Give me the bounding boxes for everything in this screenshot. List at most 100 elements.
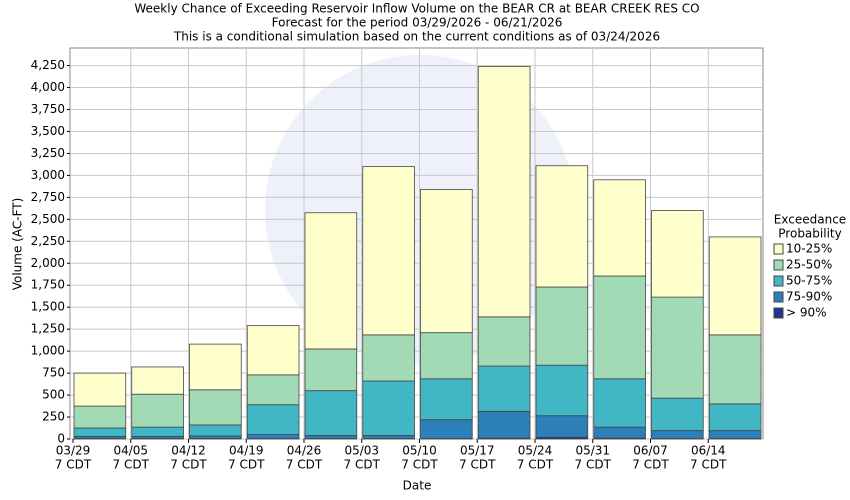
bar-segment <box>535 165 589 288</box>
bar-segment <box>477 316 531 367</box>
y-tick-label: 3,750 <box>31 102 65 116</box>
bar-segment <box>131 366 184 395</box>
bar-segment <box>246 434 300 439</box>
legend-label: 50-75% <box>786 274 832 288</box>
bar-segment <box>73 405 127 429</box>
bar-segment <box>131 426 184 437</box>
bar-segment <box>304 435 358 439</box>
bar-segment <box>477 410 531 439</box>
bar-segment <box>477 66 531 318</box>
x-tick-label: 05/17 <box>460 444 495 458</box>
y-tick-label: 1,750 <box>31 278 65 292</box>
x-tick-label: 06/07 <box>633 444 668 458</box>
bar-segment <box>362 166 415 336</box>
y-tick-label: 3,000 <box>31 168 65 182</box>
x-tick-label: 05/10 <box>402 444 437 458</box>
y-tick-label: 2,750 <box>31 190 65 204</box>
legend-title: Probability <box>778 227 841 241</box>
bar-segment <box>651 296 704 399</box>
y-axis-label: Volume (AC-FT) <box>11 198 25 291</box>
x-tick-label: 05/03 <box>344 444 379 458</box>
legend-swatch <box>773 291 784 303</box>
x-tick-label: 7 CDT <box>113 458 150 472</box>
legend-label: > 90% <box>786 306 827 320</box>
bar-segment <box>246 374 300 406</box>
y-tick-label: 4,000 <box>31 80 65 94</box>
y-tick-label: 3,250 <box>31 146 65 160</box>
x-tick-label: 04/19 <box>229 444 264 458</box>
bar-segment <box>651 210 704 298</box>
bar-segment <box>362 334 415 382</box>
bar-segment <box>477 365 531 412</box>
legend-title: Exceedance <box>774 213 846 227</box>
y-tick-label: 2,500 <box>31 212 65 226</box>
y-tick-label: 1,250 <box>31 322 65 336</box>
x-tick-label: 7 CDT <box>517 458 554 472</box>
chart-title: Weekly Chance of Exceeding Reservoir Inf… <box>134 2 699 16</box>
legend-label: 25-50% <box>786 258 832 272</box>
bar-segment <box>651 397 704 432</box>
y-tick-label: 2,250 <box>31 234 65 248</box>
legend-label: 10-25% <box>786 242 832 256</box>
bar-segment <box>246 404 300 436</box>
bar-segment <box>593 426 646 439</box>
chart-title: This is a conditional simulation based o… <box>173 30 660 44</box>
legend-swatch <box>773 259 784 271</box>
legend-swatch <box>773 275 784 287</box>
y-tick-label: 500 <box>42 388 65 402</box>
bar-segment <box>189 424 242 437</box>
bar-segment <box>304 390 358 436</box>
bar-segment <box>420 332 473 380</box>
bar-segment <box>708 236 762 336</box>
x-tick-label: 7 CDT <box>55 458 92 472</box>
bar-segment <box>362 380 415 436</box>
bar-segment <box>535 415 589 438</box>
x-tick-label: 04/26 <box>287 444 322 458</box>
x-tick-label: 7 CDT <box>170 458 207 472</box>
bar-segment <box>708 430 762 439</box>
bar-segment <box>420 189 473 334</box>
x-tick-label: 06/14 <box>691 444 726 458</box>
legend-label: 75-90% <box>786 290 832 304</box>
bar-segment <box>593 179 646 277</box>
bar-segment <box>593 378 646 428</box>
bar-segment <box>420 378 473 421</box>
x-tick-label: 05/31 <box>575 444 610 458</box>
bar-segment <box>246 325 300 376</box>
x-tick-label: 7 CDT <box>286 458 323 472</box>
bar-segment <box>708 334 762 405</box>
bar-segment <box>420 419 473 439</box>
chart-title: Forecast for the period 03/29/2026 - 06/… <box>272 16 563 30</box>
x-tick-label: 7 CDT <box>344 458 381 472</box>
x-tick-label: 04/05 <box>113 444 148 458</box>
x-tick-label: 05/24 <box>518 444 553 458</box>
bar-segment <box>73 427 127 437</box>
legend-swatch <box>773 243 784 255</box>
y-tick-label: 250 <box>42 410 65 424</box>
bar-segment <box>189 343 242 391</box>
y-tick-label: 4,250 <box>31 58 65 72</box>
bar-segment <box>304 348 358 392</box>
bar-segment <box>535 286 589 366</box>
y-tick-label: 1,000 <box>31 344 65 358</box>
y-tick-label: 3,500 <box>31 124 65 138</box>
y-tick-label: 0 <box>57 432 65 446</box>
x-tick-label: 7 CDT <box>632 458 669 472</box>
bar-segment <box>535 364 589 417</box>
x-tick-label: 7 CDT <box>459 458 496 472</box>
legend-swatch <box>773 307 784 319</box>
x-tick-label: 7 CDT <box>401 458 438 472</box>
x-tick-label: 7 CDT <box>690 458 727 472</box>
bar-segment <box>708 403 762 432</box>
bar-segment <box>593 275 646 380</box>
x-tick-label: 03/29 <box>56 444 91 458</box>
bar-segment <box>651 430 704 439</box>
x-tick-label: 7 CDT <box>575 458 612 472</box>
x-axis-label: Date <box>403 479 432 493</box>
bar-segment <box>73 372 127 407</box>
bar-segment <box>131 393 184 428</box>
y-tick-label: 750 <box>42 366 65 380</box>
y-tick-label: 2,000 <box>31 256 65 270</box>
x-tick-label: 7 CDT <box>228 458 265 472</box>
